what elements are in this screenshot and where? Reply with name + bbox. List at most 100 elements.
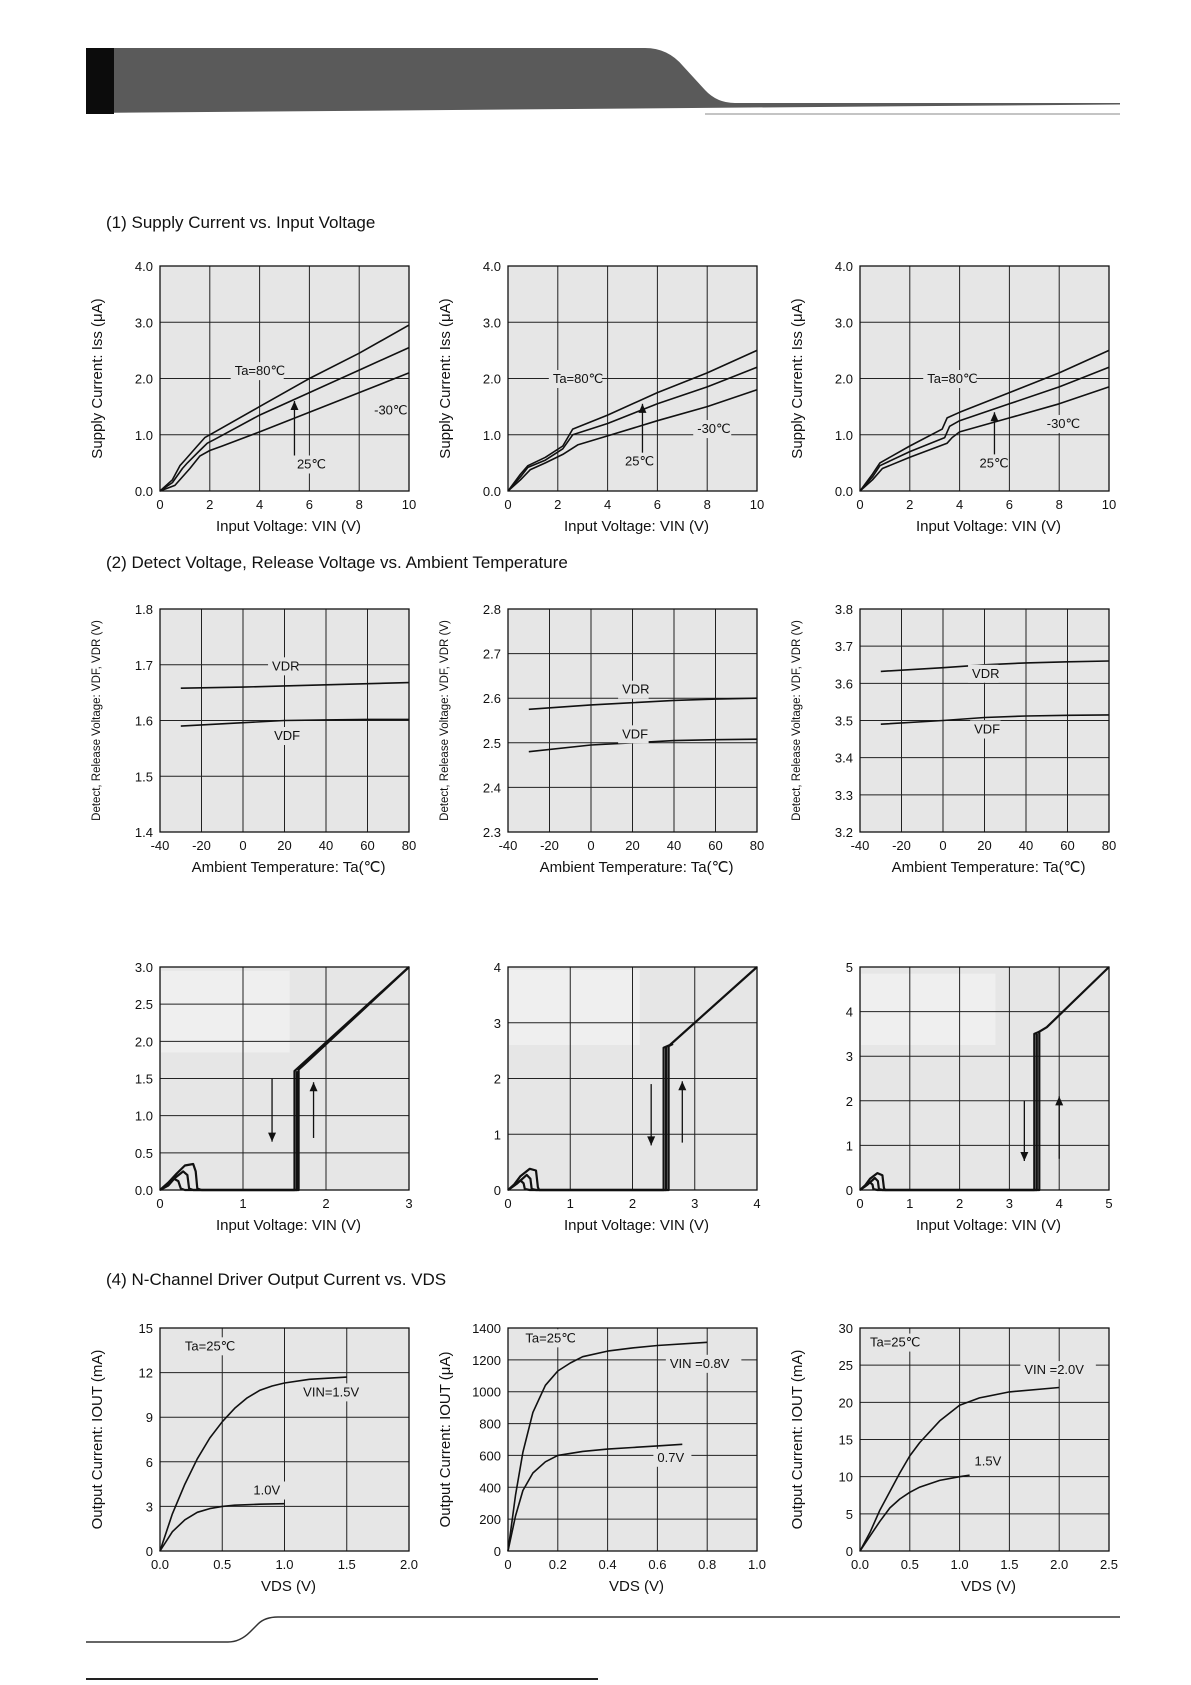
x-tick-label: 0	[504, 1557, 511, 1572]
chart-c3a: 0 1 2 3 0.0 0.5 1.0 1.5 2.0 2.5 3.0 Input Voltage: …	[135, 960, 413, 1234]
y-tick-label: 9	[146, 1410, 153, 1425]
x-axis-label: Input Voltage: VIN (V)	[916, 1217, 1061, 1234]
y-tick-label: 1	[494, 1127, 501, 1142]
y-tick-label: 0	[846, 1544, 853, 1559]
x-tick-label: 2.0	[1050, 1557, 1068, 1572]
series-line-3	[159, 372, 410, 492]
y-tick-label: 3.0	[483, 315, 501, 330]
x-tick-label: 6	[1006, 497, 1013, 512]
y-tick-label: 1.7	[135, 658, 153, 673]
x-tick-label: 0.4	[599, 1557, 617, 1572]
annotation-bg	[968, 664, 999, 683]
y-tick-label: 4.0	[135, 259, 153, 274]
y-tick-label: 1200	[472, 1353, 501, 1368]
masked-region	[861, 973, 996, 1046]
x-tick-label: 60	[1060, 838, 1074, 853]
section-title-4: (4) N-Channel Driver Output Current vs. …	[106, 1270, 447, 1289]
y-axis-label: Supply Current: Iss (μA)	[789, 298, 806, 458]
y-tick-label: 3	[146, 1499, 153, 1514]
annotation-label: 25℃	[980, 455, 1009, 470]
y-tick-label: 2.7	[483, 647, 501, 662]
series-line-1	[507, 1341, 708, 1552]
x-tick-label: 2	[906, 497, 913, 512]
y-tick-label: 1.4	[135, 825, 153, 840]
y-tick-label: 0.0	[483, 484, 501, 499]
annotation-label: VIN=1.5V	[303, 1384, 359, 1399]
x-tick-label: 40	[667, 838, 681, 853]
y-tick-label: 2.6	[483, 691, 501, 706]
annotation-bg	[270, 727, 301, 746]
plot-frame	[859, 265, 1110, 492]
series-line-1	[859, 966, 1110, 1192]
chart-c4b: 0 0.2 0.4 0.6 0.8 1.0 0 200 400 600 800 1000 1200 140…	[437, 1321, 766, 1595]
arrow-head	[1020, 1152, 1029, 1162]
plot-frame	[507, 608, 758, 833]
x-tick-label: 0	[156, 1196, 163, 1211]
annotation-bg	[618, 680, 649, 699]
x-tick-label: 8	[1056, 497, 1063, 512]
plot-frame	[859, 608, 1110, 833]
arrow-head	[268, 1132, 277, 1142]
plot-frame	[159, 265, 410, 492]
annotation-label: VDR	[972, 666, 999, 681]
annotation-bg	[975, 454, 1007, 473]
arrow-head	[678, 1081, 687, 1091]
x-tick-label: 2	[956, 1196, 963, 1211]
annotation-label: VDF	[274, 728, 300, 743]
chart-c1c: 0 2 4 6 8 10 0.0 1.0 2.0 3.0 4.0 Input Voltage: VIN…	[789, 259, 1116, 535]
annotation-bg	[923, 370, 977, 388]
annotation-bg	[665, 1354, 742, 1373]
x-tick-label: 0	[156, 497, 163, 512]
series-line-2	[507, 366, 758, 492]
x-tick-label: -20	[892, 838, 911, 853]
series-line-2	[507, 1443, 683, 1552]
x-tick-label: 60	[360, 838, 374, 853]
x-axis-label: Input Voltage: VIN (V)	[564, 1217, 709, 1234]
x-axis-label: Ambient Temperature: Ta(℃)	[892, 859, 1086, 876]
section-title-1: (1) Supply Current vs. Input Voltage	[106, 213, 376, 232]
x-tick-label: 2.0	[400, 1557, 418, 1572]
annotation-label: Ta=80℃	[553, 371, 603, 386]
arrow-head	[1055, 1096, 1064, 1106]
plot-frame	[507, 265, 758, 492]
x-tick-label: 4	[256, 497, 263, 512]
y-tick-label: 600	[479, 1448, 501, 1463]
x-tick-label: 1	[567, 1196, 574, 1211]
arrow-head	[638, 403, 647, 413]
y-tick-label: 400	[479, 1480, 501, 1495]
y-tick-label: 5	[846, 1507, 853, 1522]
y-tick-label: 3.7	[835, 639, 853, 654]
annotation-bg	[693, 420, 732, 439]
x-tick-label: 20	[977, 838, 991, 853]
y-tick-label: 2.8	[483, 602, 501, 617]
series-line-1	[159, 324, 410, 492]
x-axis-label: Input Voltage: VIN (V)	[216, 518, 361, 535]
annotation-bg	[618, 725, 649, 744]
y-tick-label: 3.4	[835, 751, 853, 766]
chart-c4c: 0.0 0.5 1.0 1.5 2.0 2.5 0 5 10 15 20 25 30 VDS (V) Out…	[789, 1321, 1118, 1595]
x-tick-label: -20	[540, 838, 559, 853]
x-tick-label: 1.5	[338, 1557, 356, 1572]
annotation-label: VDR	[622, 682, 649, 697]
x-axis-label: Input Voltage: VIN (V)	[216, 1217, 361, 1234]
y-tick-label: 200	[479, 1512, 501, 1527]
annotation-bg	[370, 401, 409, 420]
y-tick-label: 0.0	[835, 484, 853, 499]
arrow-head	[647, 1136, 656, 1146]
arrow-head	[290, 401, 299, 410]
annotation-bg	[521, 1329, 575, 1348]
x-axis-label: Input Voltage: VIN (V)	[916, 518, 1061, 535]
x-tick-label: 2	[554, 497, 561, 512]
y-tick-label: 2.0	[135, 372, 153, 387]
annotation-label: 25℃	[625, 454, 654, 469]
y-tick-label: 0	[494, 1183, 501, 1198]
masked-region	[509, 969, 640, 1046]
x-tick-label: 0	[587, 838, 594, 853]
y-axis-label: Supply Current: Iss (μA)	[89, 298, 106, 458]
series-line-3	[507, 1047, 668, 1192]
annotation-bg	[653, 1448, 692, 1467]
x-tick-label: 1	[906, 1196, 913, 1211]
series-line-1	[859, 1386, 1060, 1552]
series-line-3	[507, 389, 758, 492]
y-axis-label: Output Current: IOUT (mA)	[89, 1350, 106, 1530]
